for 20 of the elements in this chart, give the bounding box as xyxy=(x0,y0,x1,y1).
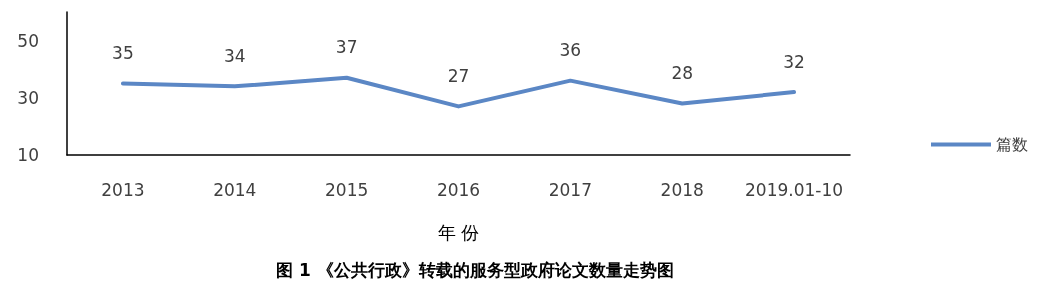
y-tick-label: 50 xyxy=(17,30,39,51)
x-tick-label: 2016 xyxy=(436,179,481,200)
data-label: 28 xyxy=(671,63,694,84)
x-tick-label: 2013 xyxy=(101,179,145,200)
y-tick-label: 30 xyxy=(17,87,39,108)
text: 图 1 《公共行政》转载的服务型政府论文数量走势图 xyxy=(276,259,674,280)
x-tick-label: 2018 xyxy=(660,179,704,200)
data-label: 32 xyxy=(783,51,805,72)
data-label: 35 xyxy=(112,43,134,63)
x-tick-label: 2019.01-10 xyxy=(745,179,844,200)
x-axis-title: 年 份 xyxy=(437,221,480,243)
data-label: 34 xyxy=(223,45,246,66)
legend-label: 篇数 xyxy=(996,135,1028,154)
data-label: 37 xyxy=(335,37,358,58)
x-tick-label: 2017 xyxy=(548,179,592,200)
data-label: 36 xyxy=(559,40,582,61)
data-label: 27 xyxy=(447,65,470,86)
y-tick-label: 10 xyxy=(17,145,39,165)
x-tick-label: 2014 xyxy=(213,179,257,200)
x-tick-label: 2015 xyxy=(325,179,369,200)
